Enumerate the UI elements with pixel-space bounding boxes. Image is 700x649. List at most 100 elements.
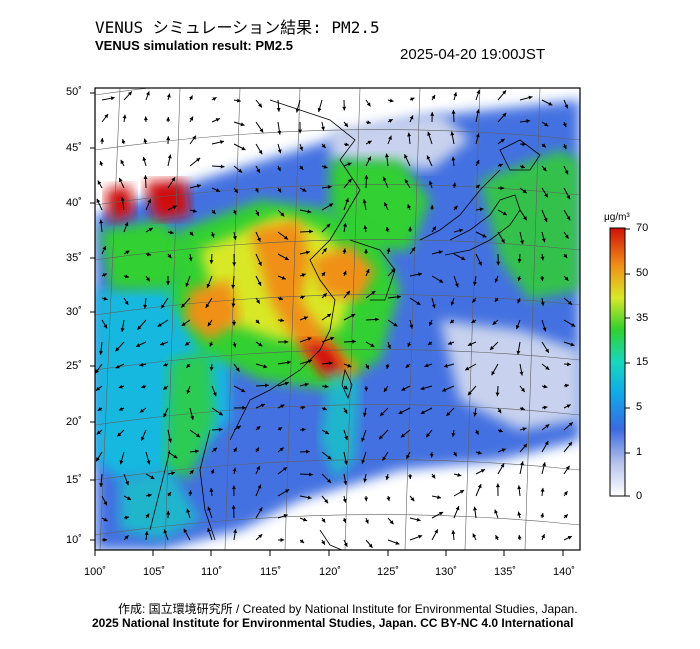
- wind-arrow-head: [103, 537, 108, 542]
- wind-arrow-head: [323, 164, 328, 169]
- wind-arrow-head: [564, 383, 569, 388]
- wind-arrow-head: [256, 465, 260, 471]
- wind-arrow-head: [189, 116, 193, 121]
- wind-arrow-head: [145, 513, 150, 518]
- wind-arrow-head: [118, 406, 124, 411]
- wind-arrow-head: [563, 514, 568, 519]
- wind-arrow-head: [307, 359, 312, 364]
- wind-arrow-head: [545, 348, 549, 353]
- wind-arrow-head: [517, 277, 522, 282]
- wind-arrow-head: [321, 272, 326, 277]
- wind-arrow-head: [207, 506, 212, 511]
- wind-arrow-head: [141, 384, 146, 389]
- wind-arrow-head: [410, 97, 415, 102]
- wind-arrow-head: [342, 270, 347, 275]
- coastlines: [149, 99, 541, 550]
- wind-arrow-head: [411, 247, 416, 252]
- wind-arrow-head: [301, 405, 306, 410]
- wind-arrow-head: [143, 304, 148, 309]
- wind-arrow-head: [190, 415, 195, 420]
- wind-arrow-head: [351, 314, 356, 318]
- wind-arrow-head: [278, 427, 283, 431]
- wind-arrow-head: [344, 142, 349, 147]
- wind-arrow-head: [238, 168, 243, 173]
- wind-arrow-head: [540, 256, 545, 261]
- wind-arrow-head: [352, 339, 357, 344]
- wind-arrow-head: [362, 199, 367, 204]
- wind-arrow-head: [343, 409, 348, 414]
- wind-arrow-head: [494, 278, 499, 283]
- wind-arrow-head: [563, 253, 568, 259]
- wind-arrow-head: [280, 318, 285, 323]
- wind-arrow-head: [383, 387, 388, 392]
- wind-arrow-head: [321, 518, 326, 523]
- wind-arrow-head: [545, 365, 550, 370]
- wind-arrow-head: [282, 467, 288, 472]
- wind-arrow-head: [257, 237, 261, 242]
- wind-arrow-head: [301, 273, 306, 278]
- wind-arrow-head: [342, 498, 347, 503]
- wind-arrow-head: [186, 508, 191, 513]
- wind-arrow-head: [450, 131, 455, 136]
- wind-arrow-head: [515, 324, 520, 330]
- wind-arrow-head: [407, 132, 412, 137]
- lat-label-45: 45˚: [66, 142, 82, 154]
- wind-arrow-head: [139, 362, 144, 367]
- wind-arrow-head: [541, 534, 545, 539]
- wind-arrow-head: [327, 478, 332, 483]
- wind-arrow-head: [564, 276, 569, 281]
- wind-arrow-head: [321, 126, 325, 131]
- wind-arrow-head: [212, 97, 217, 101]
- wind-arrow-head: [327, 455, 332, 460]
- wind-arrow-head: [540, 301, 545, 306]
- wind-arrow-head: [140, 436, 145, 441]
- wind-arrow-head: [424, 363, 429, 368]
- wind-arrow-head: [186, 389, 191, 394]
- wind-arrow-head: [367, 156, 371, 161]
- wind-arrow-head: [163, 413, 168, 418]
- wind-arrow-head: [406, 454, 410, 459]
- wind-arrow-head: [563, 491, 568, 496]
- wind-arrow-head: [286, 360, 291, 365]
- graticule: [95, 88, 580, 550]
- wind-arrow-head: [540, 512, 545, 517]
- wind-arrow-head: [371, 291, 376, 295]
- wind-arrow-head: [322, 293, 327, 298]
- wind-arrow-head: [258, 261, 262, 266]
- wind-arrow-head: [210, 233, 215, 238]
- wind-arrow-head: [567, 535, 572, 540]
- wind-arrow-head: [368, 543, 373, 548]
- wind-arrow-head: [181, 322, 186, 326]
- wind-arrow-head: [434, 529, 438, 534]
- wind-arrow-head: [568, 422, 573, 427]
- wind-arrow-head: [522, 189, 527, 194]
- wind-arrow-head: [363, 412, 367, 417]
- lon-label-130: 130˚: [435, 566, 458, 578]
- wind-arrow-head: [147, 199, 152, 204]
- wind-arrow-head: [171, 177, 176, 182]
- wind-arrow-head: [281, 275, 286, 280]
- wind-arrow-head: [398, 410, 403, 414]
- wind-arrow-head: [364, 497, 369, 502]
- wind-arrow-head: [495, 483, 500, 488]
- wind-arrow-head: [409, 115, 414, 120]
- wind-arrow-head: [157, 322, 162, 327]
- wind-arrow-head: [451, 530, 456, 535]
- lon-label-105: 105˚: [143, 566, 166, 578]
- wind-arrow-head: [517, 259, 522, 263]
- wind-arrow-head: [172, 205, 177, 210]
- wind-arrow-head: [295, 108, 300, 113]
- wind-arrow-head: [235, 367, 240, 372]
- wind-arrow-head: [446, 411, 451, 416]
- wind-arrow-head: [120, 159, 125, 165]
- wind-arrow-head: [258, 507, 263, 512]
- wind-arrow-head: [305, 250, 310, 255]
- wind-arrow-head: [279, 447, 284, 452]
- wind-arrow-head: [207, 527, 212, 533]
- wind-arrow-head: [209, 366, 214, 371]
- colorbar-label-35: 35: [636, 312, 649, 324]
- wind-arrow-head: [189, 95, 193, 100]
- wind-arrow-head: [416, 517, 421, 522]
- lon-label-115: 115˚: [260, 566, 282, 578]
- wind-arrow-head: [473, 506, 477, 511]
